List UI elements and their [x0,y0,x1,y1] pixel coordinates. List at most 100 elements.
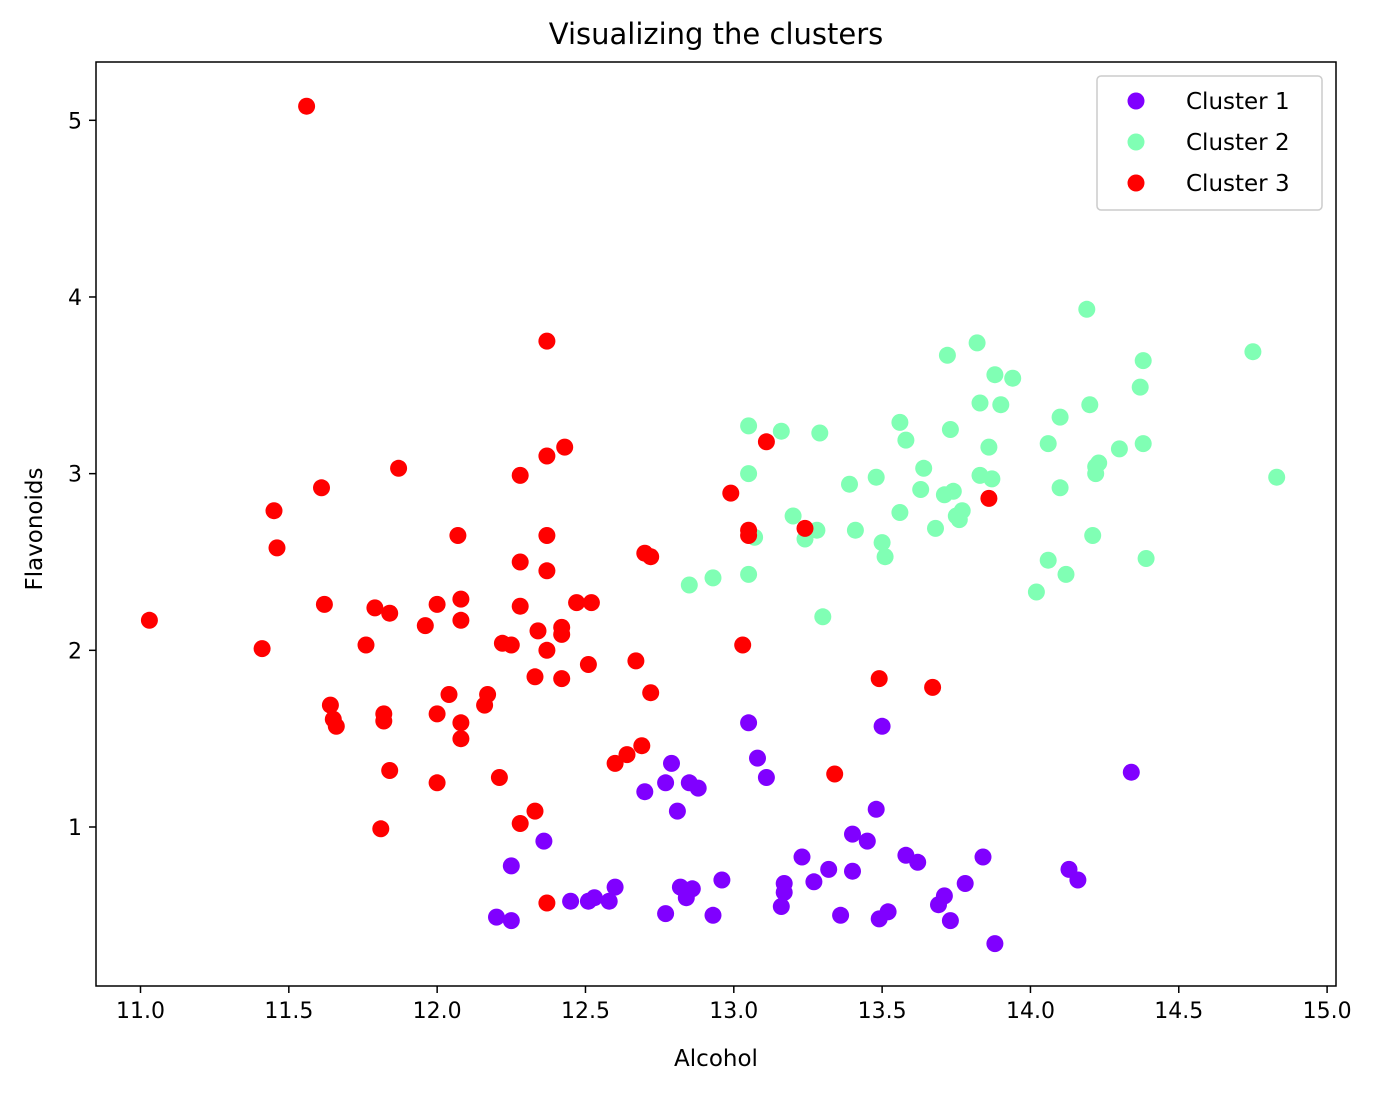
data-point [511,466,529,484]
data-point [974,848,992,866]
data-point [502,636,520,654]
data-point [1057,565,1075,583]
data-point [511,553,529,571]
data-point [713,871,731,889]
data-point [298,97,316,115]
data-point [941,912,959,930]
legend-marker [1127,92,1145,110]
data-point [772,898,790,915]
data-point [428,774,446,792]
data-point [1081,396,1099,414]
x-tick-label: 13.5 [858,999,907,1024]
plot-area [95,61,1337,987]
data-point [1131,378,1149,396]
data-point [502,912,520,930]
data-point [722,484,740,502]
y-tick-label: 4 [68,286,82,311]
data-point [428,705,446,723]
data-point [1134,435,1152,453]
data-point [375,712,393,730]
data-point [734,636,752,654]
legend-item-cluster-1: Cluster 1 [1127,89,1290,115]
data-point [511,597,529,615]
data-point [980,438,998,456]
data-point [642,684,660,702]
data-point [553,670,571,688]
data-point [740,527,758,544]
data-point [1268,468,1286,486]
data-point [390,459,408,477]
data-point [582,594,600,612]
data-point [372,820,390,838]
data-point [1134,352,1152,370]
data-point [381,762,399,779]
data-point [1084,527,1102,544]
data-point [740,565,758,583]
data-point [811,424,829,442]
legend: Cluster 1 Cluster 2 Cluster 3 [1096,75,1323,211]
series-cluster-3 [140,97,998,912]
data-point [366,599,384,617]
data-point [452,714,470,732]
x-tick-label: 12.0 [413,999,462,1024]
x-tick-label: 12.5 [561,999,610,1024]
data-point [873,534,891,552]
data-point [538,447,556,465]
data-point [140,611,158,629]
data-point [772,422,790,440]
data-point [1027,583,1045,601]
legend-marker [1127,174,1145,192]
data-point [891,504,909,521]
legend-label: Cluster 1 [1186,89,1290,115]
legend-box [1096,75,1323,211]
x-tick-label: 13.0 [709,999,758,1024]
data-point [479,686,497,703]
data-point [1078,300,1096,318]
data-point [879,903,897,921]
legend-item-cluster-2: Cluster 2 [1127,130,1290,156]
data-point [683,880,701,898]
y-axis-ticks: 1 2 3 4 5 [68,109,96,841]
data-point [253,640,271,658]
x-axis-ticks: 11.0 11.5 12.0 12.5 13.0 13.5 14.0 14.5 15.0 [116,986,1352,1024]
data-point [740,417,758,435]
data-point [606,754,624,772]
data-point [556,438,574,456]
data-point [579,656,597,673]
data-point [873,717,891,735]
data-point [897,431,915,449]
data-point [968,334,986,352]
data-point [689,779,707,797]
data-point [381,604,399,622]
data-point [912,481,930,498]
data-point [757,433,775,451]
x-axis-label: Alcohol [674,1046,758,1072]
data-point [941,421,959,438]
data-point [796,519,814,537]
data-point [983,470,1001,488]
data-point [680,576,698,594]
data-point [600,892,618,910]
data-point [357,636,375,654]
data-point [313,479,330,497]
data-points [140,97,1286,953]
data-point [1039,551,1057,569]
data-point [452,590,470,608]
data-point [704,569,722,587]
data-point [867,800,885,818]
data-point [986,935,1004,953]
data-point [511,815,529,832]
series-cluster-1 [488,714,1140,953]
data-point [740,465,758,483]
data-point [618,746,636,764]
data-point [858,832,876,850]
data-point [636,783,654,801]
data-point [642,548,660,566]
data-point [938,346,956,364]
data-point [793,848,811,866]
data-point [891,413,909,431]
x-tick-label: 11.0 [116,999,165,1024]
data-point [870,670,888,688]
data-point [757,769,775,786]
